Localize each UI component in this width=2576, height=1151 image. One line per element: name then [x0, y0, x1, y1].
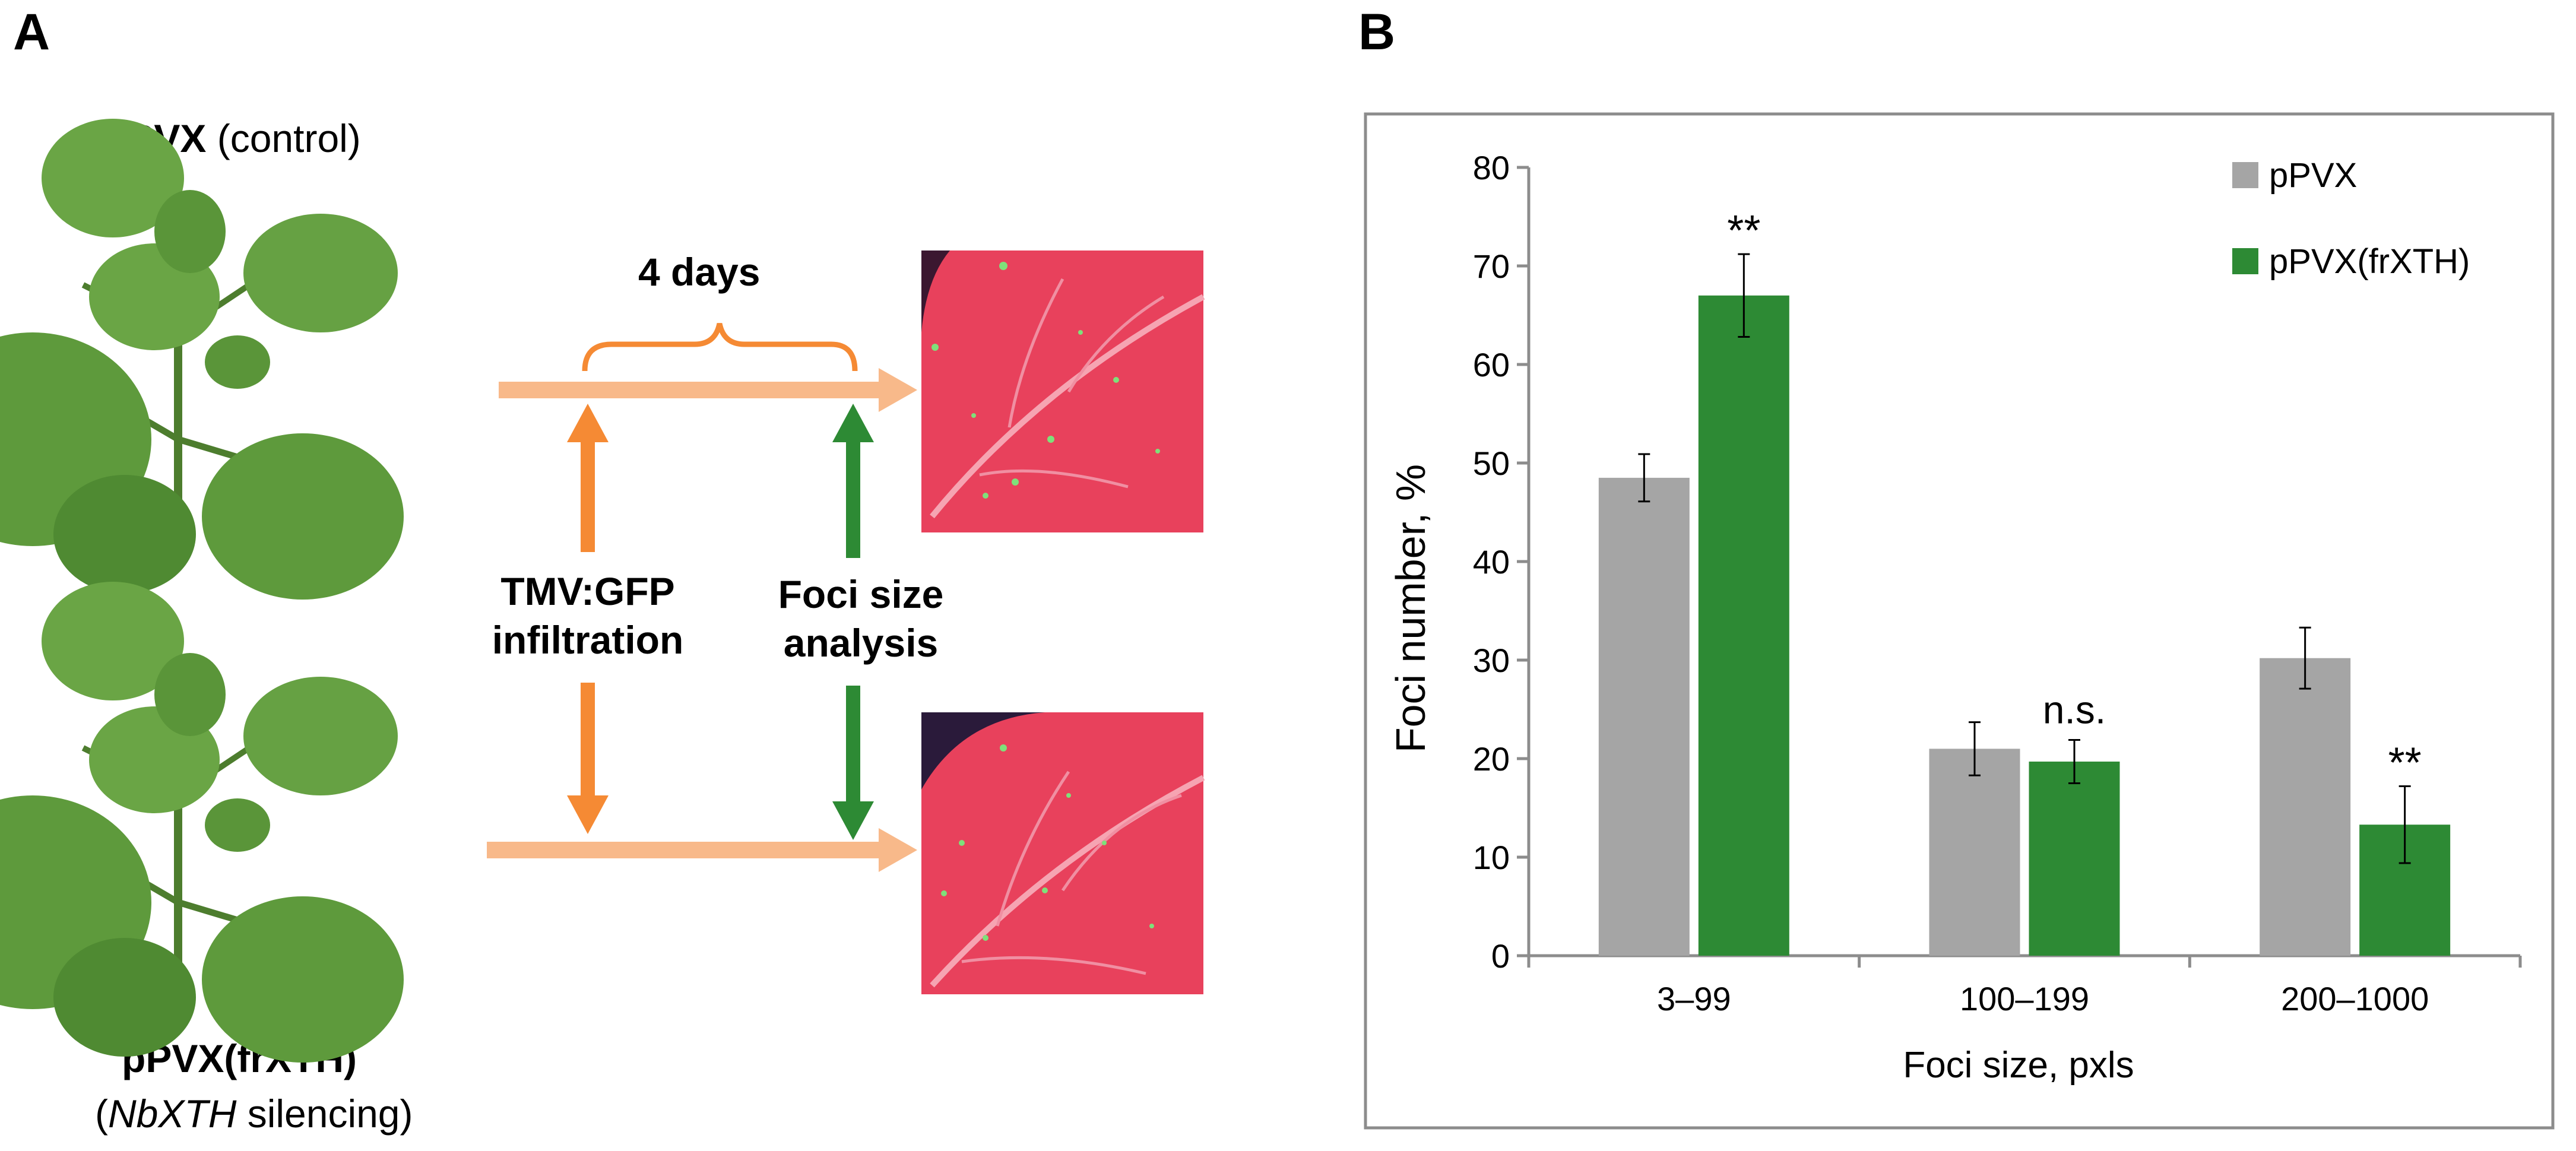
x-tick-label: 3–99: [1657, 980, 1731, 1017]
y-axis-label: Foci number, %: [1387, 464, 1434, 753]
fluorescence-image-top: [921, 251, 1205, 532]
legend-swatch: [2232, 248, 2258, 274]
infiltration-arrow-down-head: [567, 795, 609, 834]
panel-b-letter: B: [1358, 4, 1396, 61]
treatment-note: (NbXTH silencing): [95, 1092, 413, 1136]
interval-brace: [582, 322, 858, 372]
x-tick-label: 100–199: [1960, 980, 2089, 1017]
y-tick-label: 10: [1473, 839, 1510, 876]
step1-label: TMV:GFP infiltration: [492, 569, 684, 662]
legend-label: pPVX(frXTH): [2269, 242, 2470, 281]
analysis-arrow-down-head: [832, 801, 874, 840]
legend-label: pPVX: [2269, 156, 2357, 195]
bar-pPVX-frXTH: [1698, 295, 1789, 956]
x-tick-label: 200–1000: [2281, 980, 2429, 1017]
control-suffix: (control): [217, 116, 361, 160]
timeline-arrowhead-bottom: [879, 828, 917, 872]
legend-swatch: [2232, 162, 2258, 188]
panel-a-diagram: [0, 0, 1205, 1151]
analysis-arrow-up-head: [832, 404, 874, 442]
x-axis-label: Foci size, pxls: [1903, 1045, 2134, 1086]
bar-pPVX: [2260, 658, 2351, 956]
chart-frame: [1364, 112, 2555, 1130]
y-tick-label: 80: [1473, 149, 1510, 186]
y-tick-label: 20: [1473, 740, 1510, 778]
panel-a-letter: A: [13, 4, 50, 61]
timeline-arrowhead-top: [879, 368, 917, 412]
significance-label: **: [2388, 739, 2422, 787]
y-tick-label: 30: [1473, 642, 1510, 679]
y-tick-label: 0: [1491, 937, 1510, 975]
significance-label: **: [1727, 207, 1760, 255]
step2-label: Foci size analysis: [778, 572, 944, 665]
y-tick-label: 40: [1473, 543, 1510, 581]
y-tick-label: 70: [1473, 248, 1510, 285]
bar-pPVX: [1929, 749, 2020, 956]
treatment-gene: NbXTH: [107, 1092, 237, 1136]
infiltration-arrow-up-head: [567, 404, 609, 442]
fluorescence-image-bottom: [921, 712, 1205, 994]
y-tick-label: 50: [1473, 445, 1510, 482]
significance-label: n.s.: [2043, 687, 2106, 731]
bar-pPVX-frXTH: [2029, 761, 2120, 956]
interval-label: 4 days: [638, 250, 761, 294]
bar-pPVX: [1598, 477, 1690, 956]
y-tick-label: 60: [1473, 346, 1510, 383]
